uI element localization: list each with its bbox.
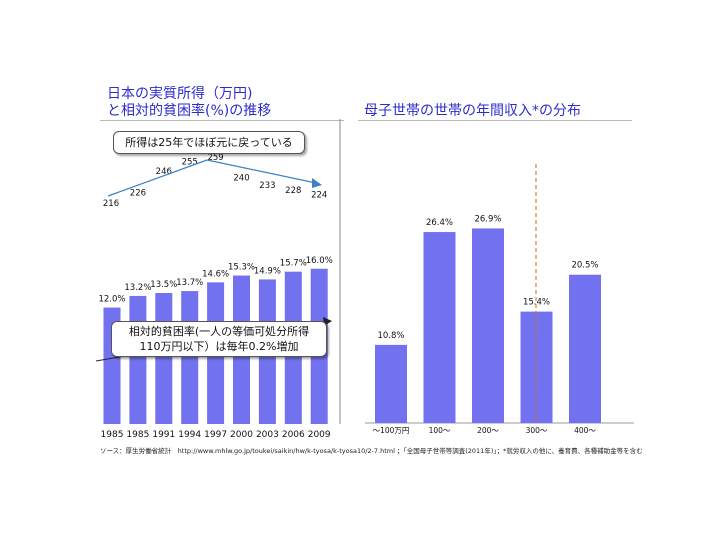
poverty-callout-line-1: 相対的貧困率(一人の等価可処分所得 bbox=[128, 325, 310, 338]
income-distribution-label: 20.5% bbox=[571, 261, 598, 271]
poverty-bar-label: 15.7% bbox=[280, 259, 307, 269]
income-trend-arrow bbox=[107, 159, 322, 197]
year-tick-label: 1985 bbox=[126, 430, 149, 440]
income-bracket-tick-label: 400～ bbox=[574, 426, 596, 435]
year-tick-label: 2006 bbox=[282, 430, 305, 440]
income-distribution-labels: 10.8% 26.4% 26.9% 15.4% 20.5% bbox=[377, 214, 598, 340]
income-bracket-tick-label: 300～ bbox=[526, 426, 548, 435]
poverty-bar-label: 14.9% bbox=[254, 266, 281, 276]
poverty-bar bbox=[155, 293, 173, 424]
poverty-bar-labels: 12.0% 13.2%13.5%13.7%14.6%15.3%14.9%15.7%… bbox=[98, 256, 332, 305]
income-value-label: 240 bbox=[233, 173, 249, 183]
income-distribution-label: 15.4% bbox=[523, 298, 550, 308]
income-value-label: 224 bbox=[311, 190, 327, 200]
left-title-line-2: と相対的貧困率(%)の推移 bbox=[107, 103, 272, 119]
right-chart-title: 母子世帯の世帯の年間収入*の分布 bbox=[364, 103, 581, 119]
year-tick-label: 1994 bbox=[178, 430, 201, 440]
income-value-label: 233 bbox=[259, 181, 275, 191]
poverty-bar bbox=[129, 295, 147, 424]
poverty-bar-label: 13.5% bbox=[150, 280, 177, 290]
poverty-bar-label: 13.7% bbox=[176, 278, 203, 288]
poverty-callout: 相対的貧困率(一人の等価可処分所得 110万円以下）は毎年0.2%増加 bbox=[111, 321, 327, 357]
income-bracket-tick-label: 200～ bbox=[477, 426, 499, 435]
income-value-label: 216 bbox=[103, 199, 119, 209]
income-distribution-bar bbox=[375, 344, 407, 423]
year-tick-label: 2009 bbox=[308, 430, 331, 440]
income-value-label: 255 bbox=[182, 157, 198, 167]
poverty-bar-label: 14.6% bbox=[202, 269, 229, 279]
income-distribution-label: 26.9% bbox=[474, 214, 501, 224]
income-bracket-tick-label: ～100万円 bbox=[373, 426, 410, 435]
left-chart-title: 日本の実質所得（万円) と相対的貧困率(%)の推移 bbox=[107, 86, 271, 120]
poverty-bar-label: 12.0% bbox=[98, 295, 125, 305]
income-value-labels: 216 226 246 255 259 240 233 228 224 bbox=[103, 153, 327, 209]
income-distribution-label: 10.8% bbox=[377, 331, 404, 341]
income-bracket-tick-label: 100～ bbox=[429, 426, 451, 435]
income-distribution-label: 26.4% bbox=[426, 218, 453, 228]
poverty-bar bbox=[181, 291, 199, 424]
poverty-bar-label: 16.0% bbox=[306, 256, 333, 266]
income-distribution-bar bbox=[423, 232, 456, 423]
income-callout: 所得は25年でほぼ元に戻っている bbox=[113, 131, 305, 154]
income-distribution-bar bbox=[472, 228, 504, 423]
poverty-callout-line-2: 110万円以下）は毎年0.2%増加 bbox=[139, 340, 299, 353]
income-value-label: 246 bbox=[156, 167, 172, 177]
income-poverty-chart: 12.0% 13.2%13.5%13.7%14.6%15.3%14.9%15.7%… bbox=[96, 119, 341, 440]
year-tick-label: 1997 bbox=[204, 430, 227, 440]
income-value-label: 228 bbox=[285, 186, 301, 196]
income-distribution-bar bbox=[569, 274, 601, 423]
income-value-label: 259 bbox=[207, 153, 223, 163]
poverty-bar-label: 13.2% bbox=[124, 283, 151, 293]
right-title-rule bbox=[358, 120, 632, 121]
year-tick-label: 2000 bbox=[230, 430, 253, 440]
year-tick-label: 2003 bbox=[256, 430, 279, 440]
income-bracket-labels: ～100万円 100～ 200～ 300～ 400～ bbox=[373, 426, 597, 435]
year-tick-label: 1985 bbox=[101, 430, 124, 440]
single-mother-income-chart: 10.8% 26.4% 26.9% 15.4% 20.5% ～100万円 100～ 200～… bbox=[365, 164, 634, 435]
income-distribution-bars bbox=[375, 228, 601, 423]
income-value-label: 226 bbox=[130, 188, 146, 198]
year-axis-labels: 1985 1985 1991 1994 1997 2000 2003 2006 2009 bbox=[101, 430, 331, 440]
source-note: ソース：厚生労働省統計 http://www.mhlw.go.jp/toukei… bbox=[100, 447, 643, 455]
left-title-rule bbox=[100, 120, 344, 121]
left-title-line-1: 日本の実質所得（万円) bbox=[107, 86, 253, 102]
poverty-bar-label: 15.3% bbox=[228, 263, 255, 273]
year-tick-label: 1991 bbox=[152, 430, 175, 440]
